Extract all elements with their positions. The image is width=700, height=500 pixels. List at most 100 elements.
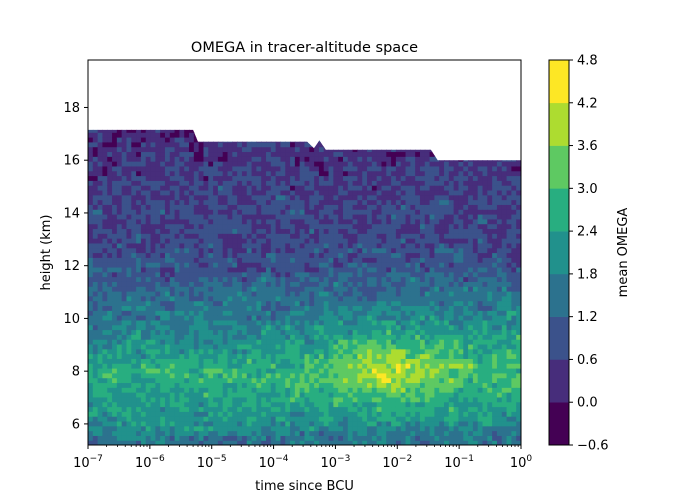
- contour-cell: [227, 276, 233, 282]
- contour-cell: [217, 180, 224, 186]
- contour-cell: [386, 276, 392, 282]
- contour-cell: [294, 281, 301, 287]
- contour-cell: [92, 170, 99, 177]
- contour-cell: [275, 368, 282, 374]
- contour-cell: [88, 204, 94, 210]
- contour-cell: [112, 151, 118, 157]
- contour-cell: [203, 430, 209, 436]
- contour-cell: [381, 411, 387, 417]
- contour-cell: [208, 440, 214, 445]
- contour-cell: [256, 295, 262, 302]
- contour-cell: [362, 286, 368, 292]
- contour-cell: [342, 209, 349, 215]
- contour-cell: [352, 416, 359, 422]
- contour-cell: [338, 372, 344, 379]
- contour-cell: [381, 189, 387, 196]
- contour-cell: [280, 214, 286, 220]
- contour-cell: [222, 315, 229, 321]
- contour-cell: [198, 425, 205, 432]
- contour-cell: [198, 194, 205, 201]
- contour-cell: [126, 242, 132, 249]
- contour-cell: [169, 363, 176, 369]
- contour-cell: [150, 329, 156, 335]
- contour-cell: [323, 204, 330, 210]
- contour-cell: [112, 334, 118, 340]
- contour-cell: [208, 334, 214, 340]
- contour-cell: [184, 129, 190, 133]
- contour-cell: [299, 368, 306, 374]
- contour-cell: [107, 305, 113, 311]
- contour-cell: [299, 141, 306, 148]
- contour-cell: [280, 353, 286, 359]
- contour-cell: [270, 382, 277, 388]
- contour-cell: [213, 430, 219, 436]
- contour-cell: [131, 228, 137, 234]
- contour-cell: [222, 146, 229, 153]
- contour-cell: [145, 425, 152, 432]
- contour-cell: [184, 401, 190, 408]
- contour-cell: [323, 435, 330, 441]
- contour-cell: [145, 146, 152, 153]
- contour-cell: [342, 204, 349, 210]
- contour-cell: [347, 194, 354, 201]
- contour-cell: [333, 411, 339, 417]
- contour-cell: [126, 132, 132, 138]
- contour-cell: [251, 382, 257, 388]
- contour-cell: [285, 392, 291, 398]
- contour-cell: [376, 315, 383, 321]
- contour-cell: [169, 151, 176, 157]
- contour-cell: [357, 156, 363, 162]
- contour-cell: [131, 238, 137, 244]
- contour-cell: [371, 238, 378, 244]
- contour-cell: [169, 334, 176, 340]
- contour-cell: [251, 185, 257, 191]
- contour-cell: [222, 252, 229, 258]
- contour-cell: [275, 156, 282, 162]
- contour-cell: [169, 286, 176, 292]
- contour-cell: [266, 353, 272, 359]
- contour-cell: [362, 180, 368, 186]
- contour-cell: [116, 430, 123, 436]
- contour-cell: [367, 339, 373, 345]
- contour-cell: [333, 358, 339, 364]
- contour-cell: [270, 281, 277, 287]
- contour-cell: [246, 141, 253, 148]
- contour-cell: [318, 348, 325, 355]
- contour-cell: [241, 228, 248, 234]
- contour-cell: [342, 377, 349, 384]
- contour-cell: [323, 242, 330, 249]
- contour-cell: [381, 165, 387, 172]
- contour-cell: [126, 185, 132, 191]
- contour-cell: [227, 329, 233, 335]
- contour-cell: [107, 233, 113, 239]
- contour-cell: [189, 137, 195, 143]
- contour-cell: [376, 305, 383, 311]
- contour-cell: [270, 343, 277, 350]
- contour-cell: [203, 382, 209, 388]
- contour-cell: [232, 416, 238, 422]
- contour-cell: [304, 319, 310, 326]
- contour-cell: [217, 223, 224, 230]
- contour-cell: [328, 372, 334, 379]
- contour-cell: [107, 194, 113, 201]
- contour-cell: [92, 348, 99, 355]
- contour-cell: [193, 204, 200, 210]
- contour-cell: [140, 129, 147, 133]
- contour-cell: [112, 132, 118, 138]
- contour-cell: [217, 165, 224, 172]
- contour-cell: [160, 238, 166, 244]
- contour-cell: [381, 266, 387, 273]
- contour-cell: [371, 165, 378, 172]
- contour-cell: [261, 372, 267, 379]
- contour-cell: [102, 209, 108, 215]
- contour-cell: [261, 218, 267, 225]
- contour-cell: [169, 175, 176, 181]
- contour-cell: [241, 392, 248, 398]
- contour-cell: [198, 387, 205, 393]
- contour-cell: [304, 343, 310, 350]
- contour-cell: [246, 319, 253, 326]
- contour-cell: [140, 223, 147, 230]
- contour-cell: [193, 435, 200, 441]
- contour-cell: [88, 209, 94, 215]
- contour-cell: [376, 368, 383, 374]
